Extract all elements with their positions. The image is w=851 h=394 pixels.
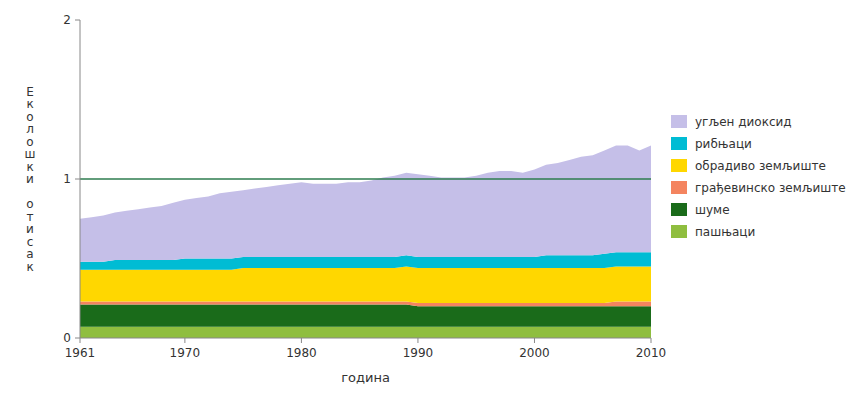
legend-label: шуме — [695, 203, 730, 217]
x-axis-line — [80, 338, 651, 339]
y-tick-label: 0 — [63, 331, 71, 345]
x-tick — [651, 338, 652, 343]
y-tick — [75, 179, 80, 180]
y-tick — [75, 20, 80, 21]
chart: 1961 1970 1980 1990 2000 2010 0 1 2 година Еколошк… — [0, 0, 851, 394]
y-tick — [75, 338, 80, 339]
x-tick — [417, 338, 418, 343]
area — [80, 327, 651, 338]
legend-label: угљен диоксид — [695, 115, 792, 129]
legend-label: грађевинско земљиште — [695, 181, 846, 195]
x-tick — [80, 338, 81, 343]
x-tick-label: 2000 — [519, 346, 550, 360]
x-tick — [184, 338, 185, 343]
x-tick — [301, 338, 302, 343]
x-tick-label: 1970 — [170, 346, 201, 360]
legend-label: пашњаци — [695, 225, 755, 239]
legend-label: обрадиво земљиште — [695, 159, 826, 173]
x-tick-label: 1980 — [286, 346, 317, 360]
y-tick-label: 1 — [63, 172, 71, 186]
legend: угљен диоксид рибњаци обрадиво земљиште гра… — [671, 115, 846, 239]
x-tick — [534, 338, 535, 343]
area — [80, 305, 651, 327]
legend-swatch — [671, 115, 687, 128]
x-tick-label: 1961 — [65, 346, 96, 360]
y-tick-label: 2 — [63, 13, 71, 27]
x-tick-label: 1990 — [403, 346, 434, 360]
y-axis-label: Еколошкиотисак — [25, 85, 36, 274]
legend-swatch — [671, 137, 687, 150]
area — [80, 266, 651, 303]
x-tick-label: 2010 — [636, 346, 667, 360]
legend-swatch — [671, 181, 687, 194]
legend-label: рибњаци — [695, 137, 752, 151]
reference-line — [80, 178, 651, 180]
legend-swatch — [671, 159, 687, 172]
area — [80, 146, 651, 262]
plot-area — [80, 146, 651, 338]
x-axis-label: година — [341, 370, 390, 385]
legend-swatch — [671, 203, 687, 216]
legend-swatch — [671, 225, 687, 238]
